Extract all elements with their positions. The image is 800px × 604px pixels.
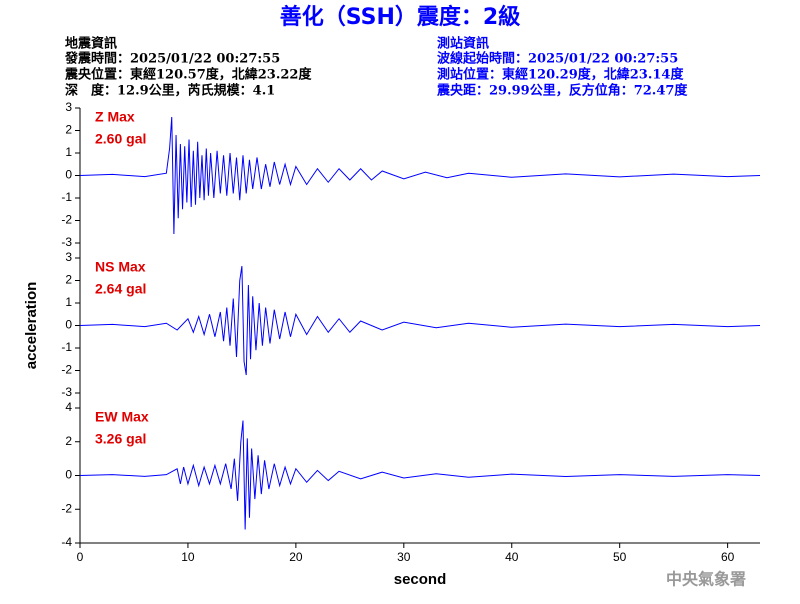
waveform [79,420,761,530]
y-tick-label: 4 [65,400,72,414]
info-line: 震央距：29.99公里，反方位角：72.47度 [436,83,688,99]
y-tick-label: 2 [65,123,72,137]
y-tick-label: -4 [61,535,72,549]
waveform [79,266,761,376]
y-tick-label: -2 [61,213,72,227]
y-tick-label: 0 [65,318,72,332]
peak-annotation: 2.60 gal [95,131,146,147]
x-tick-label: 30 [397,550,411,564]
y-tick-label: 3 [65,250,72,264]
peak-annotation: 2.64 gal [95,281,146,297]
info-line: 測站資訊 [437,36,489,52]
x-tick-label: 10 [181,550,195,564]
info-line: 波線起始時間：2025/01/22 00:27:55 [437,51,678,67]
info-line: 震央位置：東經120.57度，北緯23.22度 [64,67,312,83]
y-tick-label: 0 [65,468,72,482]
y-tick-label: -2 [61,501,72,515]
y-tick-label: 1 [65,145,72,159]
y-tick-label: 1 [65,295,72,309]
peak-annotation: Z Max [95,109,135,125]
x-axis-label: second [394,571,447,588]
x-tick-label: 40 [505,550,519,564]
x-tick-label: 0 [77,550,84,564]
x-tick-label: 60 [721,550,735,564]
y-tick-label: -2 [61,363,72,377]
watermark: 中央氣象署 [666,570,746,589]
y-tick-label: 3 [65,100,72,114]
y-tick-label: -1 [61,190,72,204]
peak-annotation: NS Max [95,259,146,275]
y-tick-label: 2 [65,273,72,287]
chart-title: 善化（SSH）震度：2級 [280,4,520,30]
waveform [79,116,761,235]
info-line: 深 度：12.9公里，芮氏規模：4.1 [65,83,275,99]
y-tick-label: 0 [65,168,72,182]
peak-annotation: EW Max [95,409,149,425]
y-tick-label: -3 [61,235,72,249]
info-line: 測站位置：東經120.29度，北緯23.14度 [437,67,684,83]
y-tick-label: -3 [61,385,72,399]
peak-annotation: 3.26 gal [95,431,146,447]
x-tick-label: 20 [289,550,303,564]
info-line: 發震時間：2025/01/22 00:27:55 [64,51,280,67]
y-tick-label: -1 [61,340,72,354]
y-tick-label: 2 [65,434,72,448]
x-tick-label: 50 [613,550,627,564]
info-line: 地震資訊 [65,36,117,52]
y-axis-label: acceleration [23,282,40,370]
